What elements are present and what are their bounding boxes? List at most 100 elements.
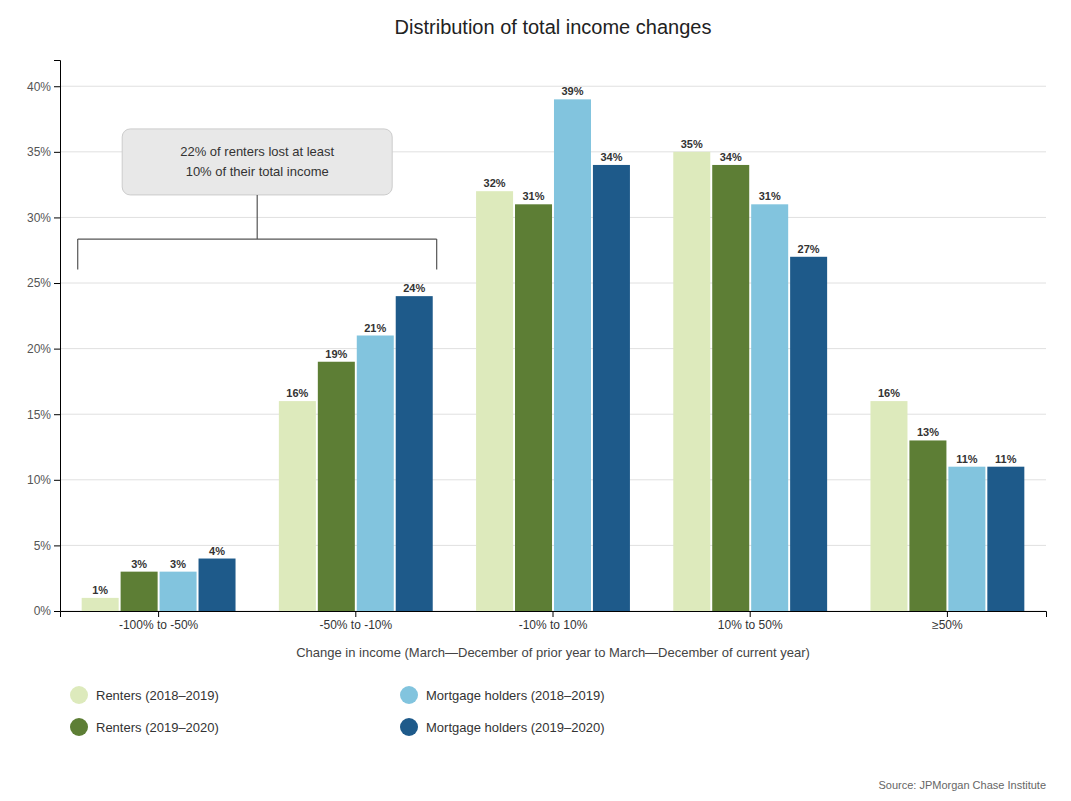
- x-tick-label: ≥50%: [932, 618, 963, 632]
- y-tick-label: 10%: [27, 473, 51, 487]
- bar: [279, 401, 316, 611]
- data-label: 35%: [681, 138, 703, 150]
- y-tick-mark: [54, 480, 60, 481]
- x-tick-mark: [158, 611, 159, 617]
- x-tick: -100% to -50%: [119, 611, 199, 632]
- data-label: 11%: [995, 453, 1017, 465]
- bar: [593, 165, 630, 611]
- data-label: 31%: [759, 190, 781, 202]
- data-label: 16%: [878, 387, 900, 399]
- data-labels: 1% 16% 32% 35% 16% 3% 19% 31% 34% 13% 3% 21% 39% 31% 1…: [92, 85, 1017, 596]
- data-label: 34%: [600, 151, 622, 163]
- bar: [673, 152, 710, 611]
- bar: [987, 467, 1024, 611]
- legend-item: Renters (2019–2020): [70, 718, 219, 736]
- legend-label: Renters (2018–2019): [96, 688, 219, 703]
- data-label: 32%: [484, 177, 506, 189]
- y-tick-mark: [54, 349, 60, 350]
- y-axis-line: [54, 61, 61, 612]
- bar: [476, 191, 513, 611]
- data-label: 34%: [720, 151, 742, 163]
- legend-swatch: [70, 718, 88, 736]
- plot: 1% 16% 32% 35% 16% 3% 19% 31% 34% 13% 3% 21% 39% 31% 1…: [27, 61, 1047, 661]
- y-tick-mark: [54, 152, 60, 153]
- y-tick: 0%: [34, 604, 60, 618]
- x-tick-mark: [947, 611, 948, 617]
- x-tick-label: 10% to 50%: [718, 618, 783, 632]
- annotation-bracket: [257, 195, 258, 239]
- x-tick-label: -50% to -10%: [319, 618, 392, 632]
- y-tick-label: 40%: [27, 80, 51, 94]
- x-tick-label: -100% to -50%: [119, 618, 199, 632]
- data-label: 3%: [170, 558, 186, 570]
- source: Source: JPMorgan Chase Institute: [878, 779, 1046, 791]
- y-tick: 25%: [27, 276, 60, 290]
- legend-item: Renters (2018–2019): [70, 686, 219, 704]
- bar: [712, 165, 749, 611]
- annotation: 22% of renters lost at least10% of their…: [78, 129, 437, 269]
- x-tick: ≥50%: [932, 611, 963, 632]
- data-label: 3%: [131, 558, 147, 570]
- y-tick: 35%: [27, 145, 60, 159]
- y-tick-label: 20%: [27, 342, 51, 356]
- y-tick-label: 25%: [27, 276, 51, 290]
- x-axis: -100% to -50% -50% to -10% -10% to 10% 10% …: [61, 611, 1047, 632]
- annotation-bracket: [78, 238, 437, 239]
- x-tick-mark: [553, 611, 554, 617]
- y-tick: 10%: [27, 473, 60, 487]
- bar: [121, 572, 158, 611]
- grid-line: [60, 348, 1046, 349]
- y-tick: 15%: [27, 408, 60, 422]
- y-tick: 30%: [27, 211, 60, 225]
- grid: [60, 86, 1046, 611]
- data-label: 4%: [209, 545, 225, 557]
- bar: [790, 257, 827, 611]
- x-tick-mark: [355, 611, 356, 617]
- y-tick: 20%: [27, 342, 60, 356]
- legend-swatch: [70, 686, 88, 704]
- x-tick: -10% to 10%: [519, 611, 588, 632]
- legend-label: Mortgage holders (2018–2019): [426, 688, 605, 703]
- grid-line: [60, 283, 1046, 284]
- bar: [199, 559, 236, 611]
- bar: [909, 440, 946, 611]
- legend-label: Renters (2019–2020): [96, 720, 219, 735]
- y-tick-label: 35%: [27, 145, 51, 159]
- data-label: 16%: [286, 387, 308, 399]
- annotation-bracket: [436, 239, 437, 269]
- grid-line: [60, 86, 1046, 87]
- annotation-box: [122, 129, 392, 195]
- y-tick-label: 0%: [34, 604, 52, 618]
- data-label: 21%: [364, 322, 386, 334]
- y-tick-mark: [54, 217, 60, 218]
- y-tick: 40%: [27, 80, 60, 94]
- bar: [751, 204, 788, 611]
- grid-line: [60, 217, 1046, 218]
- y-axis: 0% 5% 10% 15% 20% 25% 30% 35% 40%: [27, 61, 61, 619]
- x-tick-mark: [750, 611, 751, 617]
- data-label: 19%: [325, 348, 347, 360]
- annotation-bracket: [77, 239, 78, 269]
- y-tick-label: 30%: [27, 211, 51, 225]
- chart: Distribution of total income changes 1% 16…: [0, 0, 1071, 801]
- data-label: 27%: [798, 243, 820, 255]
- x-axis-line: [61, 612, 1047, 618]
- y-tick: 5%: [34, 539, 60, 553]
- y-tick-mark: [54, 283, 60, 284]
- legend-item: Mortgage holders (2018–2019): [400, 686, 605, 704]
- x-tick-label: -10% to 10%: [519, 618, 588, 632]
- data-label: 31%: [523, 190, 545, 202]
- x-tick: 10% to 50%: [718, 611, 783, 632]
- y-tick-label: 15%: [27, 408, 51, 422]
- data-label: 13%: [917, 426, 939, 438]
- legend-swatch: [400, 686, 418, 704]
- y-tick-mark: [54, 86, 60, 87]
- x-tick: -50% to -10%: [319, 611, 392, 632]
- y-tick-mark: [54, 611, 60, 612]
- data-label: 39%: [561, 85, 583, 97]
- x-axis-title: Change in income (March—December of prio…: [296, 645, 810, 660]
- data-label: 1%: [92, 584, 108, 596]
- bar: [318, 362, 355, 611]
- bar: [82, 598, 119, 611]
- title: Distribution of total income changes: [395, 16, 712, 38]
